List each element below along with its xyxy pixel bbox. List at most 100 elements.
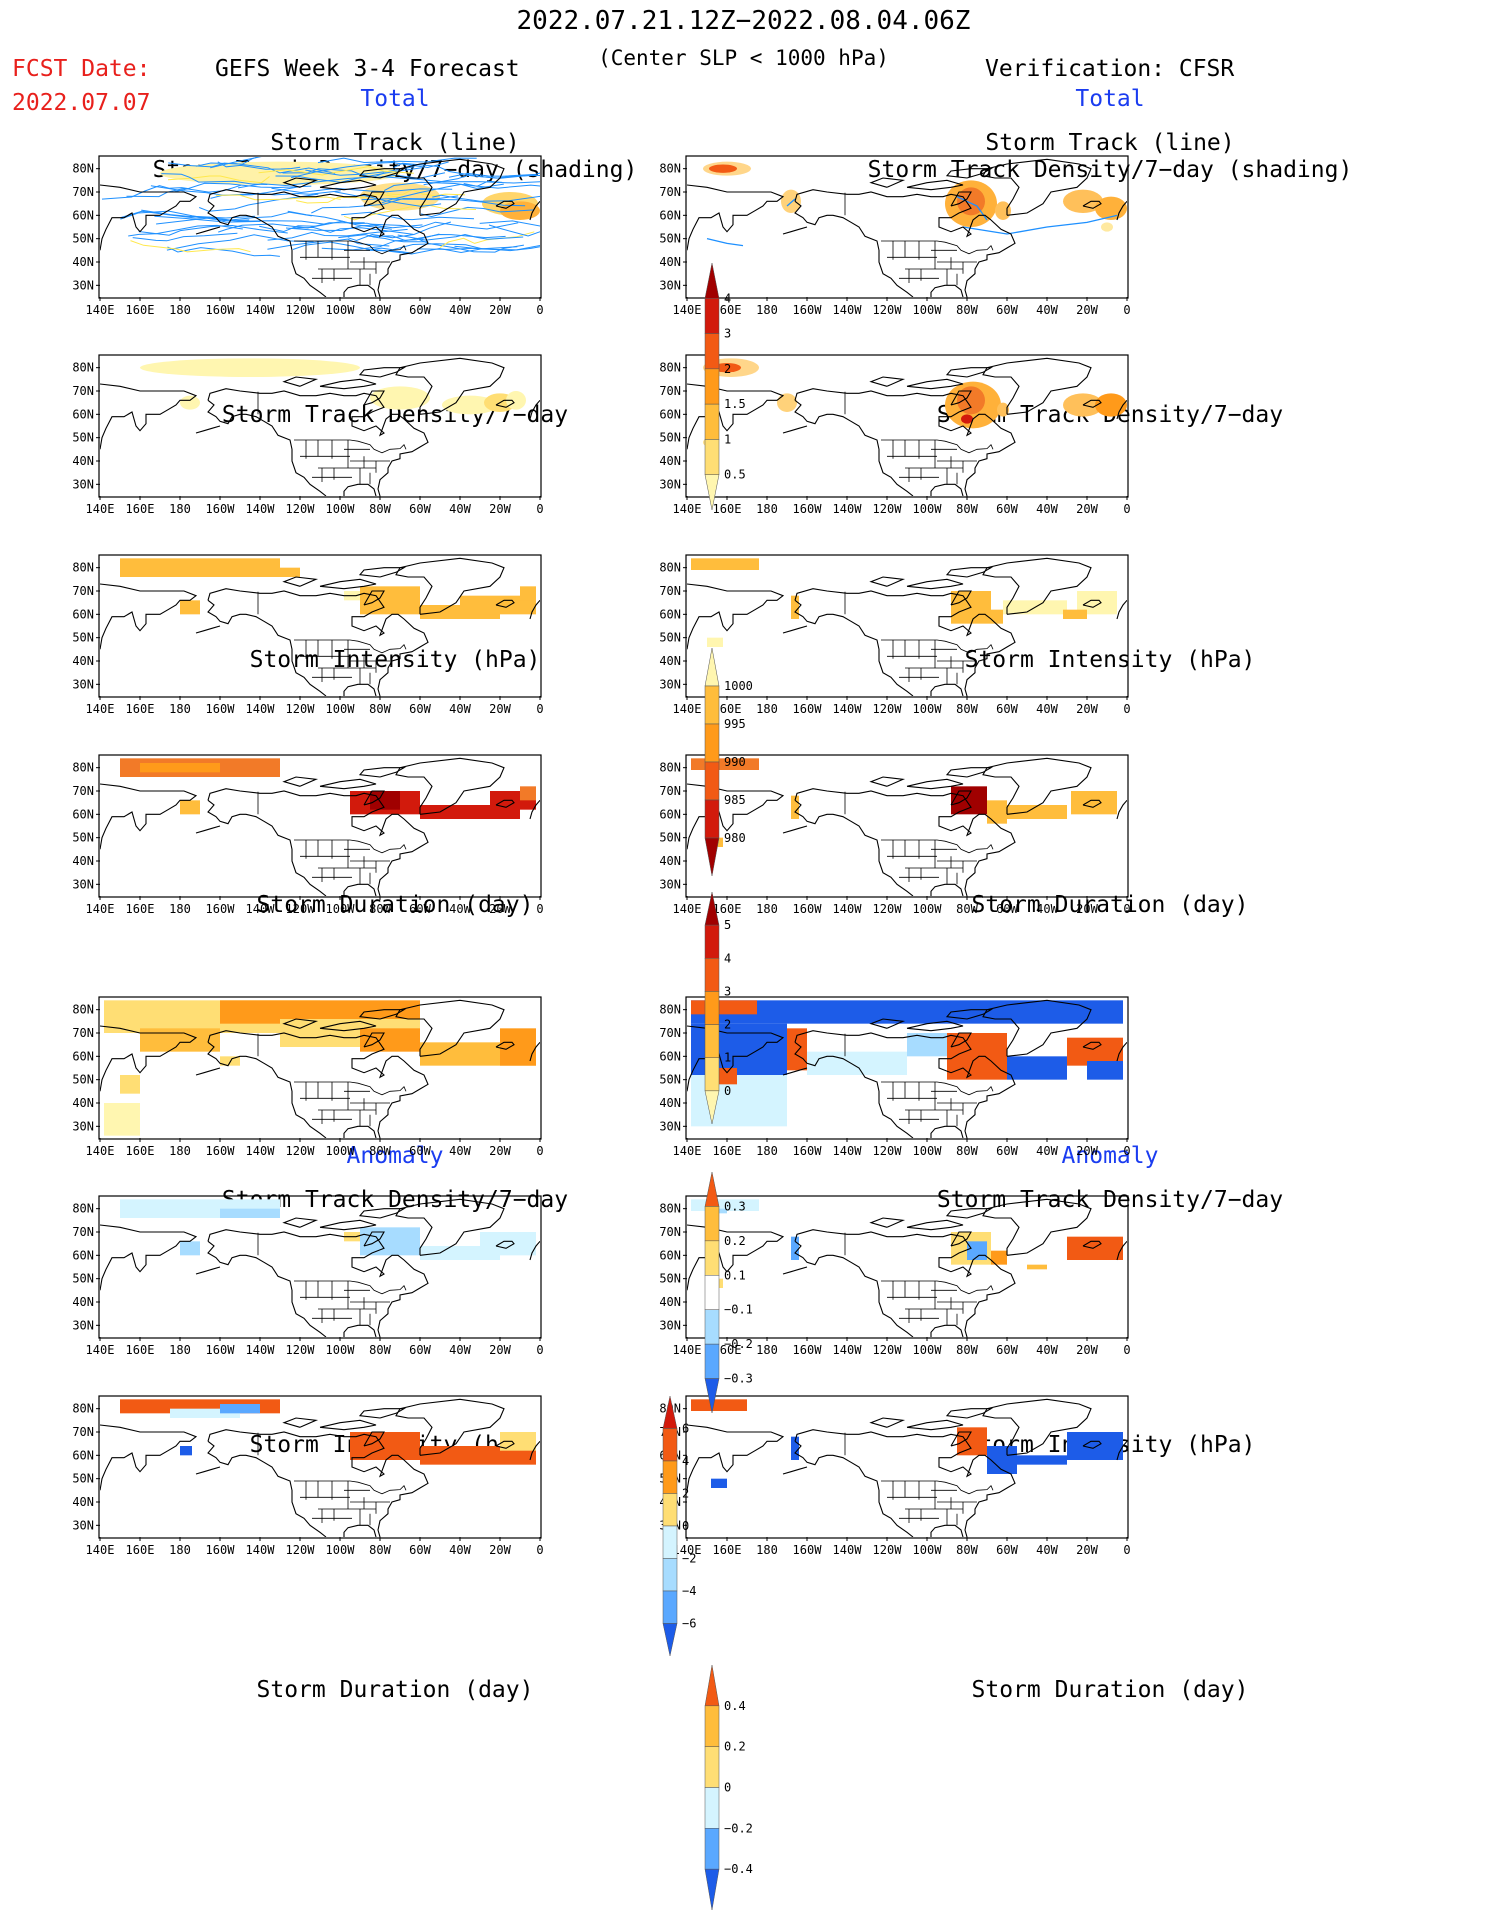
shaded-cell: [967, 1241, 987, 1260]
storm-track: [343, 203, 477, 221]
lon-tick-label: 160W: [206, 502, 236, 516]
storm-track: [368, 233, 506, 242]
shaded-blob: [703, 437, 719, 447]
shaded-cell: [344, 591, 360, 601]
lat-tick-label: 30N: [72, 877, 94, 891]
colorbar-cell: [704, 685, 720, 725]
coastline: [358, 1009, 407, 1020]
storm-track: [962, 214, 1118, 235]
lon-tick-label: 160W: [206, 1543, 236, 1557]
lon-tick-label: 0: [1123, 1543, 1130, 1557]
storm-track: [259, 220, 392, 233]
coastline: [495, 1041, 515, 1050]
storm-track: [271, 187, 453, 194]
coastline: [930, 1125, 964, 1138]
colorbar-cell: [704, 924, 720, 959]
shaded-cell: [360, 1227, 420, 1256]
coastline: [950, 790, 972, 806]
lat-tick-label: 60N: [659, 807, 681, 821]
shaded-cell: [220, 1000, 420, 1024]
storm-track: [267, 238, 390, 250]
shaded-blob: [1101, 222, 1113, 232]
slp-criterion: (Center SLP < 1000 hPa): [598, 46, 889, 70]
lon-tick-label: 120W: [286, 702, 316, 716]
lat-tick-label: 50N: [72, 1272, 94, 1286]
lon-tick-label: 40W: [1036, 1543, 1058, 1557]
lon-tick-label: 0: [1123, 502, 1130, 516]
coastline: [395, 999, 505, 1057]
shaded-cell: [1067, 1037, 1123, 1066]
panel-title-line: Storm Track (line): [985, 130, 1235, 156]
coastline: [794, 189, 1016, 297]
colorbar-label: 1: [724, 1051, 731, 1065]
storm-track: [287, 210, 385, 228]
period-title: 2022.07.21.12Z−2022.08.04.06Z: [516, 6, 971, 36]
colorbar-cell: [704, 1275, 720, 1310]
coastline: [363, 1231, 385, 1247]
panel-title-fcst-duration: Storm Duration (day): [256, 892, 534, 918]
map-frame: [98, 1195, 542, 1339]
coastline: [687, 783, 785, 850]
coastline: [906, 578, 964, 590]
lon-tick-label: 160E: [126, 1343, 155, 1357]
coastline: [195, 825, 221, 834]
colorbar-cap: [662, 1623, 678, 1657]
storm-track: [338, 233, 440, 242]
shaded-cell: [460, 595, 536, 615]
lat-tick-label: 30N: [72, 477, 94, 491]
shaded-cell: [691, 1399, 747, 1411]
coastline: [319, 378, 377, 390]
shaded-cell: [1087, 1061, 1123, 1080]
colorbar-label: 0.5: [724, 468, 746, 482]
lon-tick-label: 100W: [913, 1144, 943, 1158]
coastline: [930, 1524, 964, 1537]
shaded-cell: [691, 558, 759, 570]
shaded-cell: [420, 1246, 500, 1260]
lon-tick-label: 40W: [1036, 702, 1058, 716]
lat-tick-label: 30N: [72, 1318, 94, 1332]
shaded-cell: [1007, 805, 1067, 819]
colorbar-label: −4: [682, 1584, 696, 1598]
lat-tick-label: 50N: [659, 1073, 681, 1087]
colorbar-density: 4 3 2 1.5 1 0.5: [704, 262, 746, 511]
lon-tick-label: 140E: [673, 1543, 702, 1557]
coastline: [529, 1041, 540, 1062]
storm-track: [397, 233, 524, 241]
lat-tick-label: 60N: [659, 1049, 681, 1063]
lon-tick-label: 80W: [369, 303, 391, 317]
coastline: [495, 200, 515, 209]
coastline: [782, 1466, 808, 1475]
colorbar-label: 2: [682, 1487, 689, 1501]
lat-tick-label: 80N: [72, 361, 94, 375]
lat-tick-label: 40N: [659, 454, 681, 468]
lat-tick-label: 50N: [72, 431, 94, 445]
coastline: [363, 1032, 385, 1048]
storm-track: [285, 224, 423, 232]
coastline: [794, 788, 1016, 896]
coastline: [343, 284, 377, 297]
coastline: [687, 1025, 785, 1092]
coastline: [529, 799, 540, 820]
storm-track: [361, 183, 504, 201]
coastline: [358, 767, 407, 778]
colorbar-cell: [704, 1828, 720, 1870]
storm-track: [420, 206, 535, 218]
lat-tick-label: 60N: [72, 1049, 94, 1063]
storm-track: [321, 240, 429, 251]
coastline: [319, 1219, 377, 1231]
map-frame: [685, 996, 1129, 1140]
coastline: [945, 1408, 994, 1419]
panel-title-fcst-density: Storm Track Density/7−day: [221, 402, 569, 428]
storm-track: [150, 185, 300, 196]
colorbar-cell: [704, 1787, 720, 1829]
storm-track: [367, 243, 483, 251]
lat-tick-label: 40N: [72, 454, 94, 468]
storm-track: [215, 194, 341, 201]
coastline: [869, 1018, 906, 1029]
coastline: [207, 588, 429, 696]
verification-label: Verification: CFSR: [985, 56, 1235, 82]
panel-title-line: Storm Track Density/7−day (shading): [867, 157, 1353, 183]
colorbar-label: 0: [724, 1781, 731, 1795]
colorbar-label: 0.4: [724, 1699, 746, 1713]
lon-tick-label: 160E: [713, 303, 742, 317]
